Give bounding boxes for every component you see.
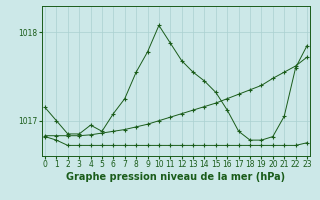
X-axis label: Graphe pression niveau de la mer (hPa): Graphe pression niveau de la mer (hPa)	[67, 172, 285, 182]
